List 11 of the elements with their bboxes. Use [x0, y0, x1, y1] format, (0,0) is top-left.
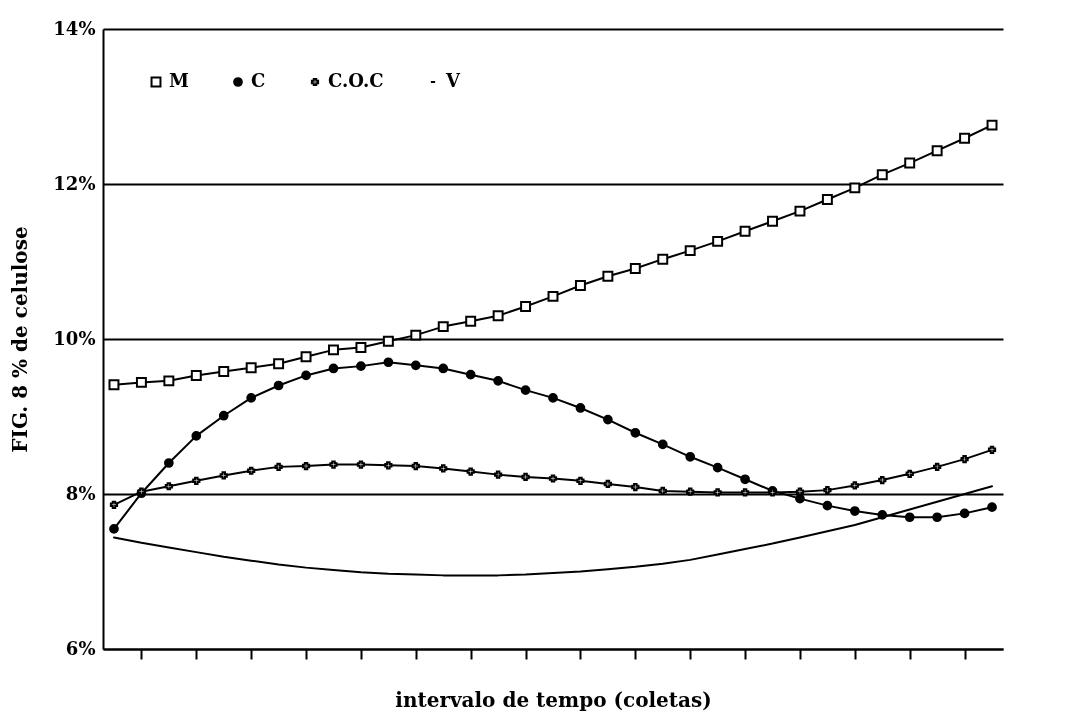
y-axis-title: FIG. 8 % de celulose — [8, 226, 33, 453]
y-tick-label: 8% — [65, 482, 96, 504]
legend-label: M — [169, 70, 189, 91]
y-tick-label: 14% — [53, 17, 96, 39]
y-tick-label: 6% — [65, 637, 96, 659]
legend-label: C.O.C — [328, 70, 384, 91]
legend-label: V — [445, 70, 461, 91]
y-tick-label: 10% — [53, 327, 96, 349]
y-tick-label: 12% — [53, 172, 96, 194]
legend-label: C — [251, 70, 266, 91]
x-axis-title: intervalo de tempo (coletas) — [395, 687, 712, 712]
